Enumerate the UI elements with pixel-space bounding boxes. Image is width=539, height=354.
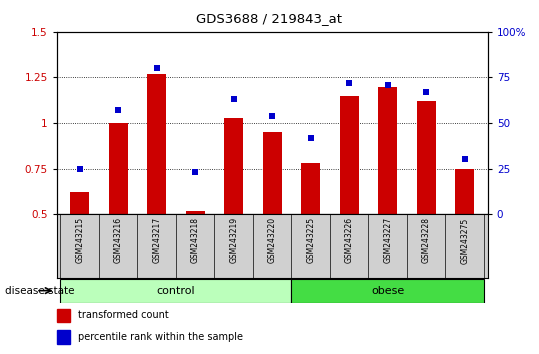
Bar <box>57 330 70 343</box>
Bar <box>224 118 243 214</box>
Bar <box>340 96 359 214</box>
Point <box>114 107 122 113</box>
Point <box>345 80 354 86</box>
Text: GSM243220: GSM243220 <box>268 217 277 263</box>
Bar <box>301 163 320 214</box>
Bar <box>147 74 167 214</box>
Bar <box>185 211 205 214</box>
Bar <box>378 86 397 214</box>
Point <box>191 170 199 175</box>
Point <box>422 89 431 95</box>
Bar <box>70 192 89 214</box>
Point <box>460 156 469 162</box>
Text: GSM243217: GSM243217 <box>152 217 161 263</box>
Point <box>75 166 84 171</box>
Bar <box>417 101 436 214</box>
Bar <box>292 279 484 303</box>
Text: GSM243218: GSM243218 <box>191 217 199 263</box>
Bar <box>57 309 70 322</box>
Text: obese: obese <box>371 286 404 296</box>
Point <box>153 65 161 71</box>
Text: GDS3688 / 219843_at: GDS3688 / 219843_at <box>197 12 342 25</box>
Text: percentile rank within the sample: percentile rank within the sample <box>78 332 243 342</box>
Text: GSM243225: GSM243225 <box>306 217 315 263</box>
Text: GSM243216: GSM243216 <box>114 217 123 263</box>
Text: GSM243226: GSM243226 <box>345 217 354 263</box>
Text: control: control <box>157 286 195 296</box>
Point <box>383 82 392 87</box>
Text: GSM243275: GSM243275 <box>460 217 469 264</box>
Text: GSM243215: GSM243215 <box>75 217 84 263</box>
Text: GSM243227: GSM243227 <box>383 217 392 263</box>
Text: disease state: disease state <box>5 286 75 296</box>
Point <box>268 113 277 119</box>
Text: GSM243228: GSM243228 <box>421 217 431 263</box>
Bar <box>262 132 282 214</box>
Bar <box>60 279 292 303</box>
Text: GSM243219: GSM243219 <box>229 217 238 263</box>
Text: transformed count: transformed count <box>78 310 169 320</box>
Point <box>230 97 238 102</box>
Bar <box>108 123 128 214</box>
Bar <box>455 169 474 214</box>
Point <box>306 135 315 141</box>
